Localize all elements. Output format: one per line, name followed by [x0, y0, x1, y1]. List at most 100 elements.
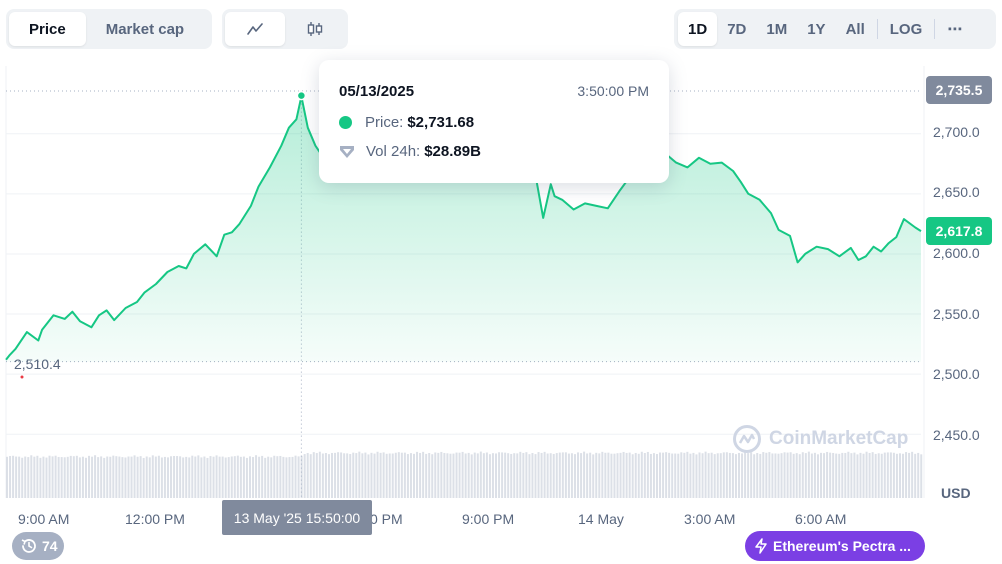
tooltip-price-row: Price: $2,731.68 [339, 114, 474, 131]
price-tab[interactable]: Price [9, 12, 86, 46]
volume-bar [561, 452, 564, 498]
volume-bar [659, 452, 662, 498]
volume-bar [215, 455, 218, 498]
volume-bar [707, 453, 710, 498]
volume-bar [94, 455, 97, 498]
volume-bar [731, 453, 734, 498]
line-chart-button[interactable] [225, 12, 285, 46]
range-1m-button[interactable]: 1M [766, 20, 788, 38]
volume-bar [63, 457, 66, 498]
log-scale-button[interactable]: LOG [889, 20, 923, 38]
volume-bar [473, 452, 476, 498]
volume-bar [12, 455, 15, 498]
volume-bar [519, 451, 522, 498]
watermark: CoinMarketCap [732, 424, 908, 454]
volume-bar [601, 451, 604, 498]
volume-bar [449, 453, 452, 498]
volume-bar [39, 457, 42, 498]
volume-bar [507, 453, 510, 498]
volume-bar [255, 455, 258, 498]
volume-bar [239, 456, 242, 498]
volume-bar [738, 452, 740, 498]
volume-bar [701, 453, 704, 498]
x-tick-label: 6:00 AM [795, 511, 847, 527]
volume-bar [549, 453, 552, 498]
history-events-button[interactable]: 74 [12, 532, 64, 560]
volume-bar [844, 452, 847, 498]
volume-bar [674, 453, 677, 498]
volume-bar [443, 452, 446, 498]
volume-bar [868, 452, 871, 498]
volume-bar [112, 455, 115, 498]
volume-bar [762, 452, 765, 498]
volume-bar [455, 452, 458, 498]
volume-bar [27, 457, 30, 498]
volume-bar [622, 451, 625, 498]
volume-bar [157, 455, 160, 498]
volume-bar [145, 456, 148, 498]
volume-bar [397, 452, 400, 498]
volume-bar [327, 454, 330, 498]
volume-bar [540, 452, 543, 498]
volume-bar [835, 453, 838, 498]
volume-bar [689, 453, 692, 498]
x-tick-label: 0 PM [370, 511, 403, 527]
tooltip-price-label: Price: [365, 114, 404, 131]
volume-bar [185, 456, 188, 498]
volume-bar [288, 457, 291, 498]
chart-type-toggle: Price Market cap [6, 9, 212, 49]
volume-bar [188, 457, 191, 498]
candlestick-button[interactable] [285, 12, 345, 46]
volume-bar [698, 452, 701, 498]
volume-bar [81, 456, 84, 498]
range-1y-button[interactable]: 1Y [807, 20, 826, 38]
volume-bar [498, 452, 501, 498]
volume-bar [662, 452, 665, 498]
toolbar-divider [876, 19, 878, 39]
news-event-pill[interactable]: Ethereum's Pectra ... [745, 531, 925, 561]
range-1d-button[interactable]: 1D [678, 12, 718, 46]
volume-bar [777, 453, 780, 498]
volume-bar [905, 452, 908, 498]
volume-bar [625, 452, 628, 498]
market-cap-tab[interactable]: Market cap [105, 20, 185, 38]
volume-bar [179, 456, 182, 498]
volume-bar [607, 452, 610, 498]
volume-bar [829, 452, 832, 498]
start-marker [20, 375, 24, 379]
volume-bar [774, 453, 777, 498]
volume-bar [728, 452, 731, 498]
volume-bar [482, 453, 485, 498]
volume-bar [312, 452, 315, 498]
volume-bar [142, 457, 145, 498]
volume-bar [552, 453, 555, 498]
volume-bar [692, 452, 695, 498]
volume-bar [279, 455, 282, 498]
volume-bar [485, 452, 488, 498]
volume-bar [886, 452, 889, 498]
volume-bar [495, 453, 498, 498]
volume-bar [604, 452, 607, 498]
volume-bar [908, 452, 911, 498]
volume-bar [862, 453, 865, 498]
range-7d-button[interactable]: 7D [727, 20, 747, 38]
volume-bar [321, 453, 324, 498]
volume-bar [917, 452, 920, 498]
volume-bar [6, 456, 8, 498]
volume-bar [352, 452, 355, 498]
volume-bar [297, 456, 300, 498]
volume-bar [771, 453, 774, 498]
volume-bar [795, 453, 798, 498]
volume-bar [628, 452, 631, 498]
volume-bar [534, 454, 537, 498]
range-all-button[interactable]: All [845, 20, 865, 38]
more-options-button[interactable]: ⋯ [947, 21, 963, 38]
volume-bar [744, 451, 747, 498]
volume-bar [807, 451, 810, 498]
volume-bar [573, 454, 576, 498]
volume-bar [722, 452, 725, 498]
volume-bar [820, 452, 823, 498]
volume-bar [801, 452, 804, 498]
volume-bar [434, 452, 437, 498]
